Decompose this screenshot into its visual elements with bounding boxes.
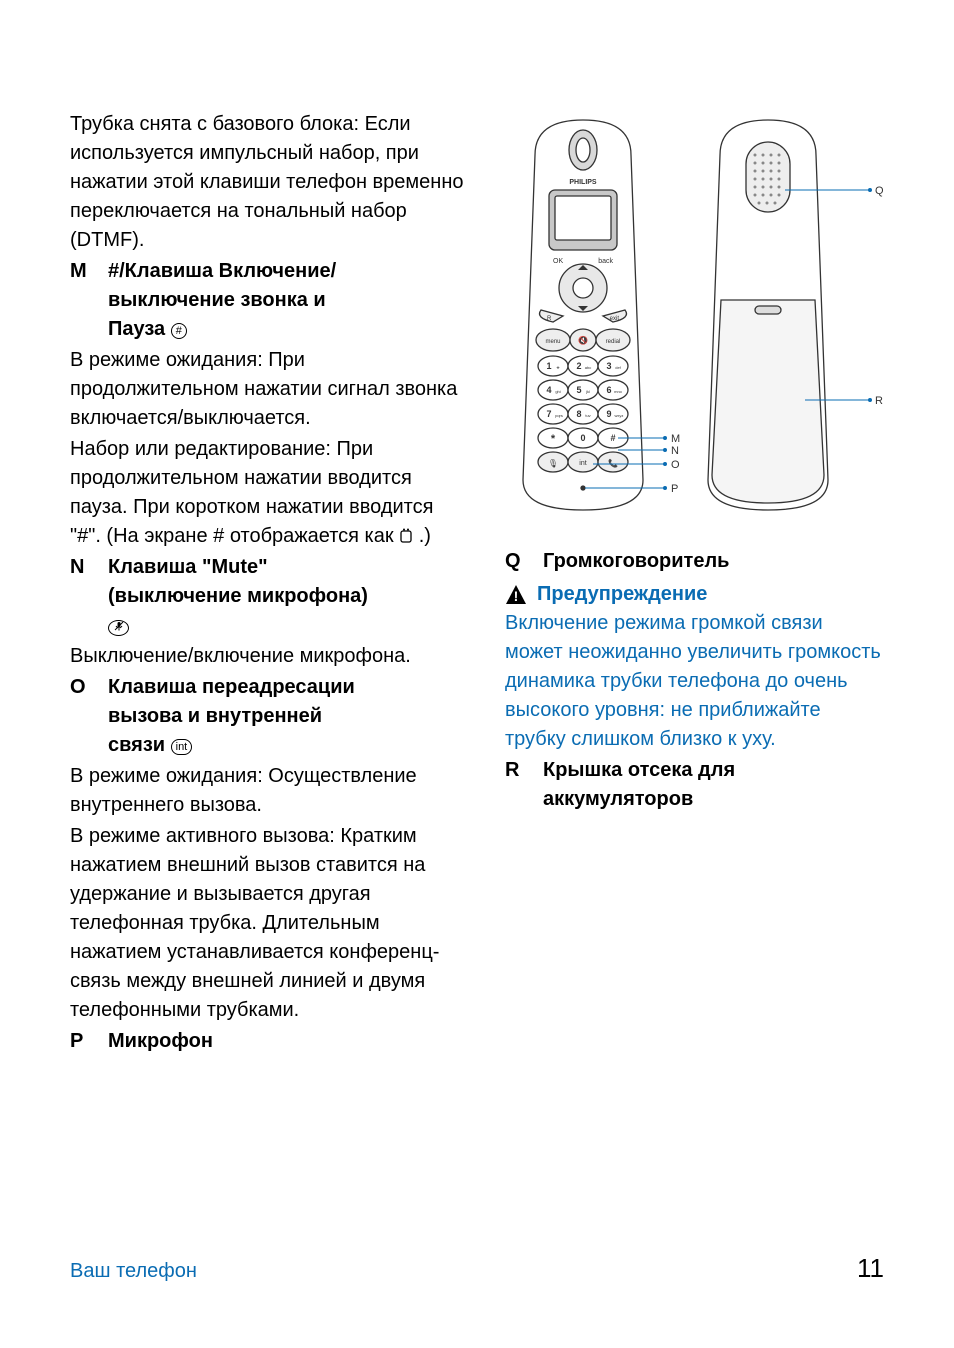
svg-text:redial: redial <box>606 339 621 345</box>
item-m-body1: В режиме ожидания: При продолжительном н… <box>70 346 465 433</box>
item-q-marker: Q <box>505 547 543 576</box>
svg-text:tuv: tuv <box>585 413 590 418</box>
warning-title: Предупреждение <box>537 580 707 609</box>
item-q-title: Громкоговоритель <box>543 547 885 576</box>
svg-text:8: 8 <box>576 409 581 419</box>
warning-icon: ! <box>505 584 527 606</box>
svg-text:1: 1 <box>546 361 551 371</box>
callout-r: R <box>875 395 883 407</box>
footer-page-number: 11 <box>857 1250 884 1288</box>
item-q: Q Громкоговоритель <box>505 547 885 576</box>
svg-text:6: 6 <box>606 385 611 395</box>
int-key-icon: int <box>171 739 193 755</box>
right-column: PHILIPS OK back R exit <box>505 110 885 1058</box>
svg-text:menu: menu <box>545 339 560 345</box>
item-o: O Клавиша переадресации вызова и внутрен… <box>70 673 465 760</box>
svg-text:abc: abc <box>585 365 591 370</box>
callout-q: Q <box>875 185 884 197</box>
brand-label: PHILIPS <box>569 179 597 186</box>
svg-text:3: 3 <box>606 361 611 371</box>
handset-diagram: PHILIPS OK back R exit <box>505 110 885 520</box>
page-footer: Ваш телефон 11 <box>70 1250 884 1288</box>
svg-text:exit: exit <box>610 316 620 322</box>
item-n-marker: N <box>70 553 108 640</box>
item-o-title: Клавиша переадресации вызова и внутренне… <box>108 673 465 760</box>
item-m: M #/Клавиша Включение/ выключение звонка… <box>70 257 465 344</box>
warning-body: Включение режима громкой связи может нео… <box>505 609 885 754</box>
svg-text:!: ! <box>514 588 519 604</box>
svg-text:4: 4 <box>546 385 551 395</box>
item-p-marker: P <box>70 1027 108 1056</box>
item-p-title: Микрофон <box>108 1027 465 1056</box>
item-o-body1: В режиме ожидания: Осуществление внутрен… <box>70 762 465 820</box>
svg-text:#: # <box>610 433 615 443</box>
mute-key-icon <box>108 620 129 636</box>
item-m-body2: Набор или редактирование: При продолжите… <box>70 435 465 551</box>
hash-key-icon: # <box>171 323 187 339</box>
item-m-title: #/Клавиша Включение/ выключение звонка и… <box>108 257 465 344</box>
svg-text:mno: mno <box>614 389 623 394</box>
svg-text:wxyz: wxyz <box>615 413 624 418</box>
item-r: R Крышка отсека для аккумуляторов <box>505 756 885 814</box>
callout-o: O <box>671 459 680 471</box>
svg-text:ghi: ghi <box>555 389 560 394</box>
svg-text:R: R <box>547 316 552 322</box>
svg-text:9: 9 <box>606 409 611 419</box>
svg-text:5: 5 <box>576 385 581 395</box>
svg-text:0: 0 <box>580 433 585 443</box>
svg-text:jkl: jkl <box>585 389 590 394</box>
item-r-title: Крышка отсека для аккумуляторов <box>543 756 885 814</box>
svg-text:📞: 📞 <box>608 458 618 468</box>
callout-m: M <box>671 433 680 445</box>
item-o-body2: В режиме активного вызова: Кратким нажат… <box>70 822 465 1025</box>
svg-text:OK: OK <box>553 258 563 265</box>
item-n-body: Выключение/включение микрофона. <box>70 642 465 671</box>
display-hash-glyph-icon <box>399 524 413 540</box>
callout-p: P <box>671 483 678 495</box>
svg-text:⚹: ⚹ <box>556 365 559 371</box>
item-p: P Микрофон <box>70 1027 465 1056</box>
svg-text:🎙: 🎙 <box>548 459 558 468</box>
warning-header: ! Предупреждение <box>505 580 885 609</box>
svg-text:2: 2 <box>576 361 581 371</box>
svg-text:def: def <box>615 365 621 370</box>
svg-text:int: int <box>579 460 586 467</box>
item-n-title: Клавиша "Mute" (выключение микрофона) <box>108 553 465 640</box>
intro-paragraph: Трубка снята с базового блока: Если испо… <box>70 110 465 255</box>
item-m-marker: M <box>70 257 108 344</box>
svg-text:back: back <box>598 258 613 265</box>
svg-text:7: 7 <box>546 409 551 419</box>
callout-n: N <box>671 445 679 457</box>
item-o-marker: O <box>70 673 108 760</box>
footer-section-label: Ваш телефон <box>70 1257 197 1286</box>
svg-text:*: * <box>551 433 556 445</box>
item-r-marker: R <box>505 756 543 814</box>
item-n: N Клавиша "Mute" (выключение микрофона) <box>70 553 465 640</box>
left-column: Трубка снята с базового блока: Если испо… <box>70 110 465 1058</box>
svg-text:pqrs: pqrs <box>555 413 563 418</box>
svg-text:🔇: 🔇 <box>578 335 588 345</box>
